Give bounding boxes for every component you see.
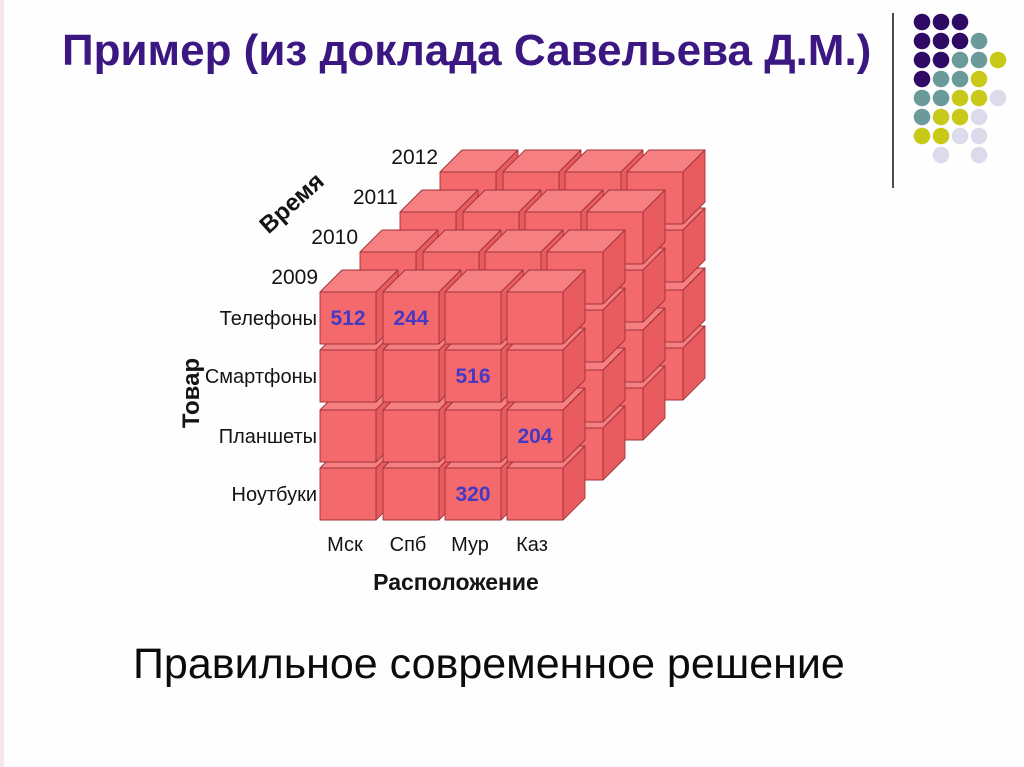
divider-line [892, 13, 894, 188]
deco-dot [932, 127, 950, 145]
product-label: Планшеты [219, 426, 317, 448]
deco-dot [989, 89, 1007, 107]
location-label: Мск [327, 534, 363, 556]
slide-left-accent [0, 0, 4, 767]
deco-dot [970, 51, 988, 69]
cube-front-face [319, 409, 377, 463]
deco-dot [951, 108, 969, 126]
cube-front-face [382, 291, 440, 345]
cube-front-face [506, 291, 564, 345]
deco-dot [951, 13, 969, 31]
year-label: 2010 [311, 226, 358, 249]
product-label: Телефоны [220, 308, 317, 330]
year-label: 2012 [391, 146, 438, 169]
deco-dot [913, 108, 931, 126]
product-label: Ноутбуки [232, 484, 317, 506]
cube-front-face [506, 349, 564, 403]
deco-dot [951, 89, 969, 107]
deco-dot [913, 13, 931, 31]
cube-front-face [319, 291, 377, 345]
deco-dot [913, 89, 931, 107]
deco-dot [951, 51, 969, 69]
deco-dot [932, 146, 950, 164]
olap-cube-chart: 2009 2010 2011 2012 Телефоны Смартфоны Планшет… [178, 146, 706, 595]
cube-front-face [506, 467, 564, 521]
y-axis-title: Товар [178, 358, 205, 428]
cell-value: 204 [517, 425, 552, 448]
deco-dot [932, 51, 950, 69]
deco-dot [970, 127, 988, 145]
cube-front-face [382, 467, 440, 521]
deco-dot [913, 127, 931, 145]
deco-dot [913, 32, 931, 50]
deco-dot [913, 70, 931, 88]
deco-dot [913, 51, 931, 69]
location-label: Мур [451, 534, 489, 556]
cube-front-face [444, 409, 502, 463]
caption-text: Правильное современное решение [133, 640, 845, 688]
deco-dot [951, 70, 969, 88]
deco-dot [970, 89, 988, 107]
deco-dot [951, 127, 969, 145]
cell-value: 516 [455, 365, 490, 388]
cube-front-face [444, 291, 502, 345]
location-label: Каз [516, 534, 548, 556]
product-label: Смартфоны [205, 366, 317, 388]
cell-value: 244 [393, 307, 428, 330]
x-axis-title: Расположение [373, 569, 539, 595]
deco-dot [951, 32, 969, 50]
deco-dot [970, 70, 988, 88]
deco-dot [970, 32, 988, 50]
cube-front-face [382, 349, 440, 403]
deco-dot [932, 70, 950, 88]
cell-value: 512 [330, 307, 365, 330]
deco-dot [932, 89, 950, 107]
cube-front-face [319, 467, 377, 521]
deco-dot [970, 108, 988, 126]
location-label: Спб [390, 534, 427, 556]
deco-dot [989, 51, 1007, 69]
deco-dot [932, 108, 950, 126]
deco-dot [932, 13, 950, 31]
deco-dot [932, 32, 950, 50]
deco-dot [970, 146, 988, 164]
year-label: 2011 [353, 186, 398, 209]
corner-dots-decoration [913, 13, 1007, 164]
page-title: Пример (из доклада Савельева Д.М.) [62, 26, 872, 75]
year-label: 2009 [271, 266, 318, 289]
cube-cell [319, 269, 399, 345]
cube-front-face [382, 409, 440, 463]
cell-value: 320 [455, 483, 490, 506]
cube-cell [506, 269, 586, 345]
cube-front-face [444, 467, 502, 521]
cube-front-face [506, 409, 564, 463]
cube-front-face [319, 349, 377, 403]
cube-front-face [444, 349, 502, 403]
